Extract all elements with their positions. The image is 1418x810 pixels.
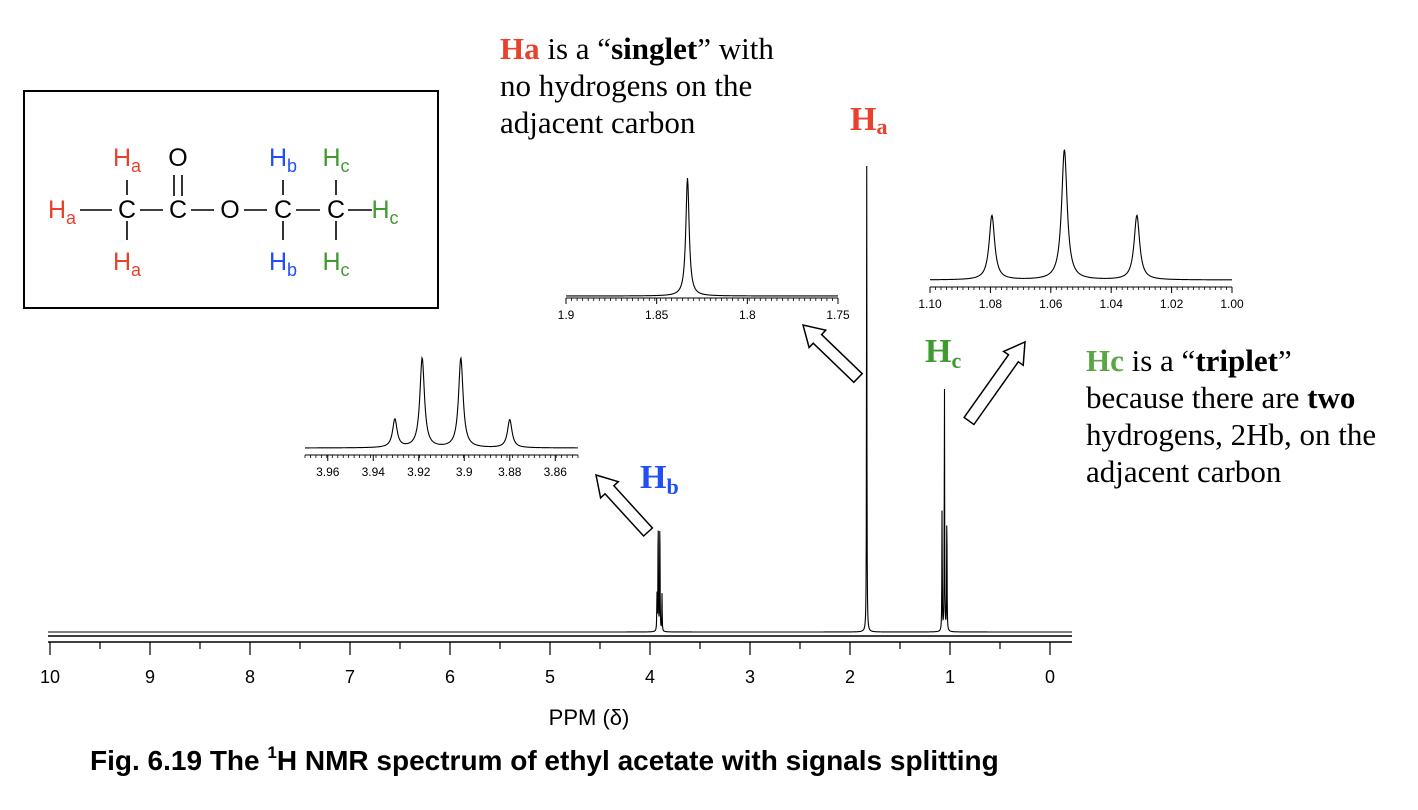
inset-tick-label: 1.06 — [1039, 297, 1063, 311]
note-ha-text1: is a “ — [539, 31, 612, 66]
main-spectrum — [48, 166, 1072, 633]
structure-atom: Ha — [113, 144, 142, 176]
structure-atom: Hc — [371, 196, 398, 228]
callout-arrow — [801, 323, 864, 384]
main-tick-label: 6 — [445, 667, 455, 687]
note-triplet-line3: hydrogens, 2Hb, on the — [1086, 417, 1377, 452]
inset-spectra: 3.96 3.94 3.92 3.9 3.88 3.86 1.9 1.85 1.8 1.75 1.1… — [304, 149, 1244, 479]
structure-atom: C — [169, 196, 187, 224]
callout-arrows — [595, 323, 1026, 538]
main-tick-label: 5 — [545, 667, 555, 687]
structure-atom: O — [168, 144, 187, 172]
main-tick-label: 7 — [345, 667, 355, 687]
peak-label-ha: Ha — [850, 101, 887, 139]
inset-hc: 1.10 1.08 1.06 1.04 1.02 1.00 — [918, 149, 1244, 311]
structure-atom: Hc — [322, 248, 349, 280]
note-singlet-line3: adjacent carbon — [500, 105, 696, 140]
caption-part2: H NMR spectrum of ethyl acetate with sig… — [276, 745, 999, 776]
caption-part1: Fig. 6.19 The — [90, 745, 268, 776]
inset-trace — [566, 177, 838, 297]
main-x-axis: 10 9 8 7 6 5 4 3 2 1 0 — [40, 635, 1072, 687]
main-tick-label: 1 — [945, 667, 955, 687]
structure-atom: Hb — [269, 144, 297, 176]
note-hc-bold2: two — [1307, 380, 1356, 415]
main-tick-label: 4 — [645, 667, 655, 687]
note-ha-bold: singlet — [611, 31, 698, 66]
main-tick-label: 2 — [845, 667, 855, 687]
structure-atom: C — [274, 196, 292, 224]
peak-label-hb: Hb — [640, 459, 679, 499]
callout-arrow — [595, 473, 654, 538]
inset-tick-label: 1.02 — [1160, 297, 1184, 311]
note-singlet-line2: no hydrogens on the — [500, 68, 753, 103]
note-singlet-line1: Ha is a “singlet” with — [500, 30, 774, 67]
x-axis-label: PPM (δ) — [549, 705, 630, 730]
inset-tick-label: 1.00 — [1220, 297, 1244, 311]
inset-tick-label: 1.75 — [826, 308, 850, 322]
inset-tick-label: 3.88 — [498, 465, 522, 479]
inset-tick-label: 3.92 — [407, 465, 431, 479]
note-hc-key: Hc — [1086, 343, 1124, 378]
caption-superscript: 1 — [267, 743, 277, 762]
note-triplet-line4: adjacent carbon — [1086, 454, 1282, 489]
note-triplet-line2: because there are two — [1086, 379, 1376, 416]
structure-box — [23, 90, 439, 309]
note-ha-text2: ” with — [697, 31, 774, 66]
main-tick-label: 3 — [745, 667, 755, 687]
structure-atom: Hc — [322, 144, 349, 176]
main-spectrum-trace — [48, 166, 1072, 633]
inset-tick-label: 3.96 — [316, 465, 340, 479]
peak-label-hc: Hc — [925, 333, 961, 373]
main-tick-label: 8 — [245, 667, 255, 687]
structure-atom: Ha — [48, 196, 77, 228]
inset-tick-label: 1.10 — [918, 297, 942, 311]
main-tick-label: 9 — [145, 667, 155, 687]
structure-atom: C — [327, 196, 345, 224]
note-triplet-line1: Hc is a “triplet” — [1086, 342, 1376, 379]
structure-atom: C — [118, 196, 136, 224]
inset-tick-label: 1.85 — [645, 308, 669, 322]
main-tick-label: 10 — [40, 667, 60, 687]
note-hc-bold: triplet — [1195, 343, 1278, 378]
note-ha-key: Ha — [500, 31, 540, 66]
note-hc-text2: ” — [1277, 343, 1292, 378]
note-hc-line2a: because there are — [1086, 380, 1308, 415]
structure-atom: Hb — [269, 248, 297, 280]
main-tick-label: 0 — [1045, 667, 1055, 687]
inset-tick-label: 1.9 — [558, 308, 575, 322]
inset-hb: 3.96 3.94 3.92 3.9 3.88 3.86 — [304, 356, 579, 479]
inset-tick-label: 3.94 — [362, 465, 386, 479]
inset-trace — [930, 149, 1232, 281]
figure-caption: Fig. 6.19 The 1H NMR spectrum of ethyl a… — [90, 743, 999, 777]
note-hc-text1: is a “ — [1123, 343, 1196, 378]
inset-tick-label: 3.86 — [544, 465, 568, 479]
inset-tick-label: 1.08 — [979, 297, 1003, 311]
inset-ha: 1.9 1.85 1.8 1.75 — [558, 177, 850, 322]
note-triplet: Hc is a “triplet” because there are two … — [1086, 342, 1376, 490]
inset-tick-label: 1.8 — [739, 308, 756, 322]
inset-tick-label: 1.04 — [1100, 297, 1124, 311]
inset-tick-label: 3.9 — [456, 465, 473, 479]
structure-atom: Ha — [113, 248, 142, 280]
inset-trace — [305, 356, 578, 449]
callout-arrow — [963, 340, 1026, 426]
note-singlet: Ha is a “singlet” with no hydrogens on t… — [500, 30, 774, 141]
structure-atom: O — [220, 196, 239, 224]
